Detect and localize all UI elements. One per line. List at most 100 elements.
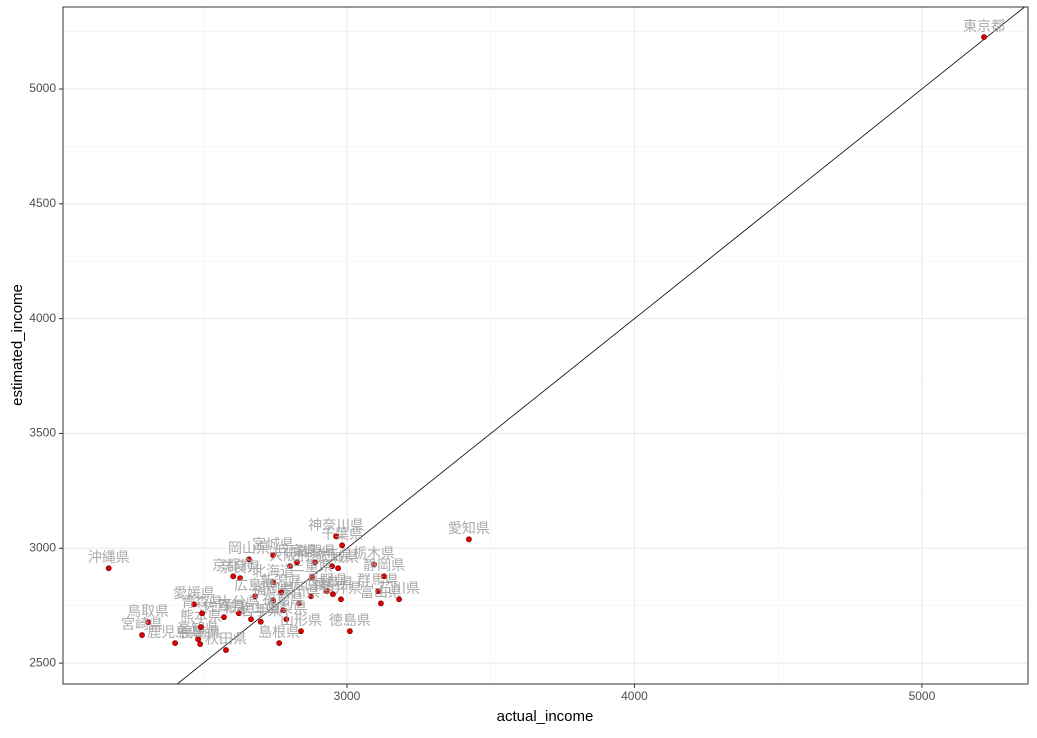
point	[298, 628, 304, 635]
point-label: 鳥取県	[127, 603, 169, 619]
point	[465, 536, 472, 543]
point-label: 栃木県	[353, 545, 395, 561]
point	[276, 640, 283, 647]
point-label: 山梨県	[265, 600, 307, 616]
point	[335, 565, 341, 572]
point-label: 千葉県	[321, 526, 363, 542]
point-label: 新潟県	[260, 573, 302, 589]
point-label: 宮城県	[252, 536, 294, 552]
point-label: 兵庫県	[276, 543, 318, 559]
point-label: 埼玉県	[311, 547, 353, 563]
point-label: 青森県	[181, 594, 223, 610]
y-tick-label: 2500	[29, 655, 56, 669]
y-tick-label: 3500	[29, 426, 56, 440]
point	[323, 588, 330, 595]
point-label: 愛知県	[448, 520, 490, 536]
point	[237, 575, 243, 582]
panel-border	[62, 6, 1029, 685]
x-tick-label: 5000	[909, 689, 936, 703]
point-label: 岐阜県	[312, 575, 354, 591]
point-label: 岩手県	[240, 602, 282, 618]
point-label: 三重県	[291, 558, 333, 574]
point	[981, 34, 987, 40]
point	[329, 563, 335, 570]
point-label: 長崎県	[179, 625, 221, 641]
point	[378, 600, 384, 607]
point-label: 島根県	[258, 624, 300, 640]
point-label: 秋田県	[205, 631, 247, 647]
point	[172, 640, 179, 647]
point-label: 宮崎県	[121, 616, 163, 632]
point	[339, 542, 346, 549]
y-tick-label: 4500	[29, 196, 56, 210]
point	[248, 616, 254, 623]
point	[221, 614, 227, 621]
point	[270, 597, 277, 604]
point-label: 岡山県	[228, 540, 270, 556]
point-label: 佐賀県	[203, 598, 245, 614]
point	[280, 607, 287, 614]
point	[191, 601, 197, 608]
point	[246, 556, 252, 563]
point	[230, 573, 237, 580]
point-label: 京都府	[212, 557, 254, 573]
point	[278, 589, 285, 596]
x-tick-label: 3000	[334, 689, 361, 703]
point	[287, 563, 293, 570]
point	[396, 596, 402, 603]
point-label: 福島県	[262, 591, 304, 607]
point	[338, 596, 344, 603]
x-tick-label: 4000	[621, 689, 648, 703]
point	[270, 579, 277, 586]
point-label: 群馬県	[357, 572, 399, 588]
point	[223, 647, 229, 653]
point-label: 沖縄県	[88, 549, 130, 565]
point	[294, 559, 300, 566]
point	[381, 573, 387, 580]
point	[375, 588, 381, 595]
point	[145, 619, 151, 626]
point-label: 長野県	[306, 572, 348, 588]
point-label: 奈良県	[219, 559, 261, 575]
point	[236, 610, 242, 617]
y-tick-label: 4000	[29, 311, 56, 325]
point	[199, 610, 206, 617]
point	[330, 591, 336, 598]
point	[195, 636, 202, 643]
point-label: 静岡県	[363, 557, 405, 573]
point	[308, 593, 314, 600]
point-label: 大阪府	[269, 547, 311, 563]
point-label: 東京都	[963, 18, 1005, 34]
point-label: 高知県	[177, 620, 219, 636]
point	[270, 552, 277, 559]
x-axis-label: actual_income	[497, 708, 594, 725]
point	[296, 600, 302, 607]
y-tick-label: 5000	[29, 81, 56, 95]
y-axis-label: estimated_income	[9, 284, 26, 406]
point	[283, 616, 290, 623]
point	[252, 593, 258, 600]
point	[333, 533, 339, 540]
point-label: 北海道	[252, 563, 294, 579]
point-label: 滋賀県	[294, 543, 336, 559]
point-label: 徳島県	[329, 612, 371, 628]
reference-line	[176, 6, 1025, 685]
point-label: 神奈川県	[308, 517, 364, 533]
point-label: 鹿児島県	[147, 624, 203, 640]
y-tick-label: 3000	[29, 540, 56, 554]
point	[197, 641, 204, 647]
point	[198, 624, 204, 630]
point	[312, 559, 319, 566]
point-label: 茨城県	[317, 549, 359, 565]
point	[105, 565, 112, 572]
point-label: 富山県	[360, 584, 402, 600]
point-label: 大分県	[218, 594, 260, 610]
point-label: 山口県	[290, 577, 332, 593]
point-label: 山形県	[280, 612, 322, 628]
point-label: 香川県	[278, 584, 320, 600]
point-label: 福井県	[320, 580, 362, 596]
point	[139, 632, 145, 638]
point	[257, 618, 264, 625]
